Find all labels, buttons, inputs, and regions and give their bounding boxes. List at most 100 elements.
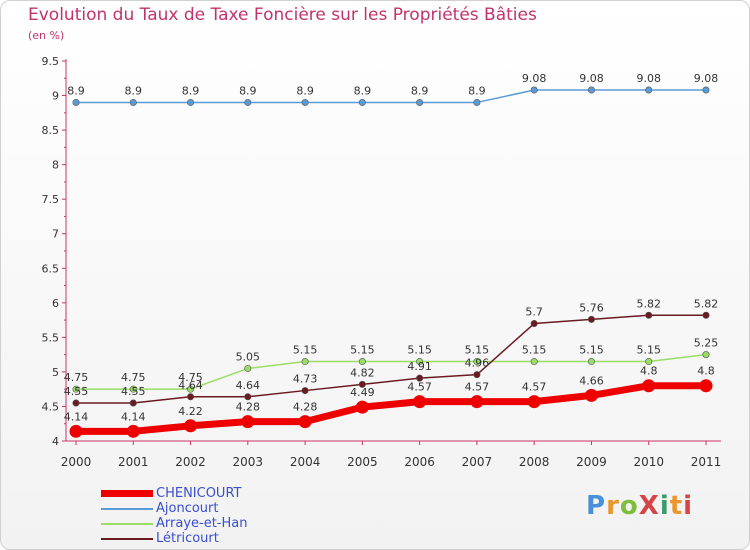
series-line-letricourt xyxy=(76,314,706,404)
data-point-chenicourt xyxy=(69,424,83,438)
y-tick-label: 7.5 xyxy=(42,193,60,206)
data-label-chenicourt: 4.49 xyxy=(350,386,375,399)
data-label-ajoncourt: 8.9 xyxy=(182,84,200,97)
y-tick-label: 9.5 xyxy=(42,55,60,68)
data-point-chenicourt xyxy=(470,395,484,409)
x-tick-label: 2009 xyxy=(576,455,607,469)
y-tick-label: 4 xyxy=(52,435,59,448)
data-label-chenicourt: 4.66 xyxy=(579,374,604,387)
y-tick-label: 6 xyxy=(52,297,59,310)
data-point-chenicourt xyxy=(241,415,255,429)
logo-letter: o xyxy=(619,491,639,521)
x-tick-label: 2003 xyxy=(233,455,264,469)
data-label-arraye-et-han: 5.15 xyxy=(407,344,432,357)
data-label-ajoncourt: 8.9 xyxy=(296,84,314,97)
logo-letter: i xyxy=(659,491,670,521)
data-label-ajoncourt: 8.9 xyxy=(239,84,257,97)
data-label-arraye-et-han: 5.15 xyxy=(522,344,547,357)
data-label-letricourt: 4.55 xyxy=(64,385,89,398)
data-label-arraye-et-han: 5.05 xyxy=(236,350,261,363)
data-point-chenicourt xyxy=(413,395,427,409)
data-label-letricourt: 4.55 xyxy=(121,385,146,398)
data-point-letricourt xyxy=(530,320,538,328)
data-label-ajoncourt: 8.9 xyxy=(67,84,85,97)
data-label-ajoncourt: 9.08 xyxy=(579,72,604,85)
legend-label-ajoncourt: Ajoncourt xyxy=(156,501,219,516)
legend-swatch-arraye-et-han xyxy=(101,523,153,525)
y-tick-label: 4.5 xyxy=(42,400,60,413)
data-point-arraye-et-han xyxy=(587,358,595,366)
data-label-arraye-et-han: 5.15 xyxy=(465,344,490,357)
legend-swatch-chenicourt xyxy=(101,490,153,497)
data-point-ajoncourt xyxy=(72,98,80,106)
data-label-chenicourt: 4.28 xyxy=(236,401,261,414)
data-label-arraye-et-han: 5.15 xyxy=(350,344,375,357)
data-label-ajoncourt: 8.9 xyxy=(411,84,429,97)
data-point-letricourt xyxy=(416,374,424,382)
data-label-arraye-et-han: 4.75 xyxy=(121,371,146,384)
legend-swatch-ajoncourt xyxy=(101,508,153,510)
data-point-letricourt xyxy=(187,393,195,401)
data-label-letricourt: 5.82 xyxy=(694,297,719,310)
data-label-arraye-et-han: 5.15 xyxy=(293,344,318,357)
data-label-ajoncourt: 8.9 xyxy=(354,84,372,97)
logo-letter: r xyxy=(606,491,620,521)
data-point-arraye-et-han xyxy=(645,358,653,366)
data-label-chenicourt: 4.28 xyxy=(293,401,318,414)
y-tick-label: 6.5 xyxy=(42,262,60,275)
data-label-chenicourt: 4.8 xyxy=(697,365,715,378)
data-label-ajoncourt: 8.9 xyxy=(468,84,486,97)
data-label-letricourt: 4.91 xyxy=(407,360,432,373)
data-label-letricourt: 4.64 xyxy=(236,379,261,392)
data-point-letricourt xyxy=(587,315,595,323)
y-tick-label: 8.5 xyxy=(42,124,60,137)
data-label-chenicourt: 4.57 xyxy=(465,381,490,394)
data-point-ajoncourt xyxy=(244,98,252,106)
data-point-letricourt xyxy=(301,387,309,395)
data-label-letricourt: 5.82 xyxy=(636,297,661,310)
data-point-ajoncourt xyxy=(473,98,481,106)
data-label-ajoncourt: 8.9 xyxy=(125,84,143,97)
x-tick-label: 2004 xyxy=(290,455,321,469)
data-point-ajoncourt xyxy=(187,98,195,106)
data-label-arraye-et-han: 5.15 xyxy=(636,344,661,357)
data-label-arraye-et-han: 4.75 xyxy=(64,371,89,384)
data-label-letricourt: 4.64 xyxy=(178,379,203,392)
data-label-chenicourt: 4.14 xyxy=(64,410,89,423)
data-label-ajoncourt: 9.08 xyxy=(694,72,719,85)
data-point-arraye-et-han xyxy=(129,385,137,393)
data-point-chenicourt xyxy=(298,415,312,429)
data-point-letricourt xyxy=(72,399,80,407)
data-point-chenicourt xyxy=(699,379,713,393)
data-point-letricourt xyxy=(358,380,366,388)
data-point-ajoncourt xyxy=(530,86,538,94)
x-tick-label: 2005 xyxy=(347,455,378,469)
y-tick-label: 8 xyxy=(52,159,59,172)
data-point-arraye-et-han xyxy=(72,385,80,393)
series-line-ajoncourt xyxy=(76,89,706,104)
data-label-chenicourt: 4.57 xyxy=(522,381,547,394)
y-tick-label: 5.5 xyxy=(42,331,60,344)
data-point-arraye-et-han xyxy=(473,358,481,366)
x-tick-label: 2011 xyxy=(691,455,722,469)
data-point-ajoncourt xyxy=(416,98,424,106)
data-label-letricourt: 5.76 xyxy=(579,301,604,314)
data-point-chenicourt xyxy=(184,419,198,433)
data-point-chenicourt xyxy=(642,379,656,393)
data-point-chenicourt xyxy=(126,424,140,438)
data-point-ajoncourt xyxy=(587,86,595,94)
logo-letter: t xyxy=(669,491,684,521)
chart-title: Evolution du Taux de Taxe Foncière sur l… xyxy=(28,5,537,25)
data-point-letricourt xyxy=(702,311,710,319)
data-point-ajoncourt xyxy=(358,98,366,106)
data-point-arraye-et-han xyxy=(702,351,710,359)
data-point-chenicourt xyxy=(584,388,598,402)
logo-letter: X xyxy=(638,491,660,521)
x-tick-label: 2007 xyxy=(462,455,493,469)
x-tick-label: 2000 xyxy=(61,455,92,469)
logo-letter: P xyxy=(586,491,607,521)
data-point-letricourt xyxy=(129,399,137,407)
series-line-arraye-et-han xyxy=(76,353,707,390)
data-point-arraye-et-han xyxy=(530,358,538,366)
